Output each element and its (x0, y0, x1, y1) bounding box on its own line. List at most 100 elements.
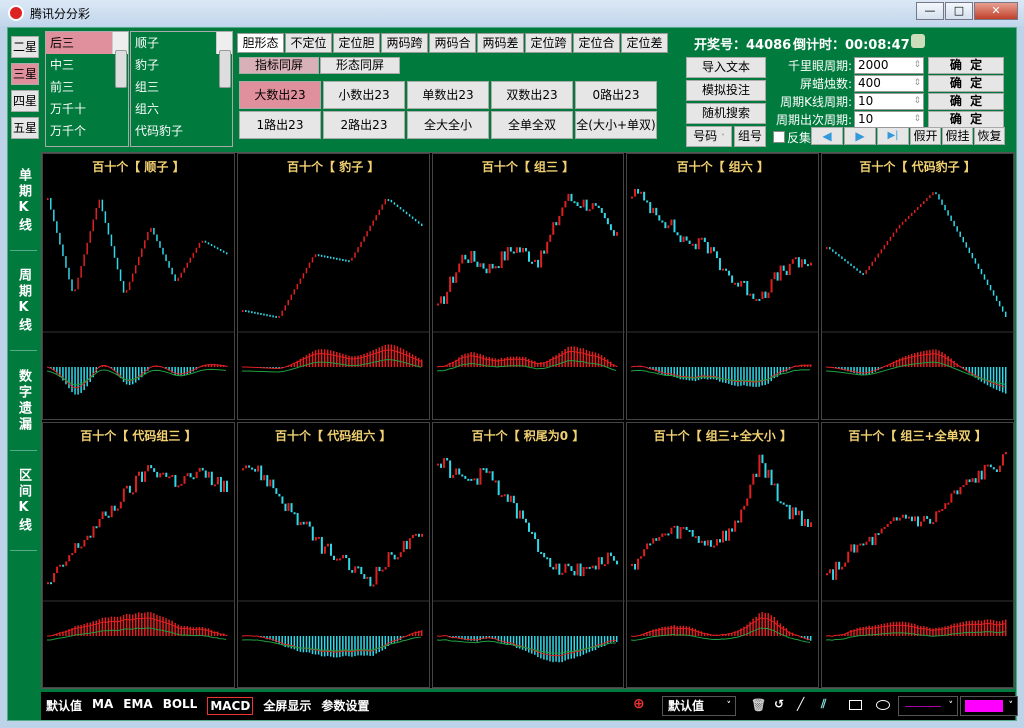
indicator-option[interactable]: MACD (207, 697, 254, 715)
pattern-item[interactable]: 组三 (135, 80, 160, 94)
reverse-checkbox[interactable] (773, 131, 785, 143)
random-search-button[interactable]: 随机搜索 (686, 103, 766, 124)
next-button[interactable]: ▶ (844, 127, 876, 145)
group-number-button[interactable]: 组号 (734, 126, 766, 147)
number-dropdown[interactable]: 号码 ˅ (686, 126, 732, 147)
tab[interactable]: 定位差 (621, 33, 668, 53)
tab[interactable]: 两码差 (477, 33, 524, 53)
restore-button[interactable]: 恢复 (974, 127, 1005, 145)
zoom-icon[interactable]: ⊕ (633, 696, 645, 712)
param-input[interactable]: 2000 ⇕ (854, 57, 924, 74)
confirm-button[interactable]: 确 定 (928, 57, 1004, 74)
scrollbar[interactable] (216, 32, 232, 88)
fake-open-button[interactable]: 假开 (910, 127, 941, 145)
clock-icon[interactable] (911, 34, 925, 48)
import-text-button[interactable]: 导入文本 (686, 57, 766, 78)
pattern-list[interactable]: 顺子豹子组三组六代码豹子 (130, 31, 233, 147)
param-input[interactable]: 10 ⇕ (854, 93, 924, 110)
chart-panel[interactable]: 百十个【 顺子 】 (42, 153, 235, 420)
filter-button[interactable]: 0路出23 (575, 81, 657, 109)
position-list[interactable]: 后三中三前三万千十万千个 (45, 31, 129, 147)
pattern-item[interactable]: 组六 (135, 102, 160, 116)
scrollbar[interactable] (112, 32, 128, 88)
position-item[interactable]: 万千十 (50, 102, 87, 116)
tab[interactable]: 两码合 (429, 33, 476, 53)
maximize-button[interactable]: □ (945, 2, 973, 20)
pattern-item[interactable]: 顺子 (135, 36, 160, 50)
spinner-icon[interactable]: ⇕ (913, 96, 921, 106)
confirm-button[interactable]: 确 定 (928, 75, 1004, 92)
filter-button[interactable]: 双数出23 (491, 81, 573, 109)
chart-panel[interactable]: 百十个【 组三+全大小 】 (626, 421, 820, 688)
prev-button[interactable]: ◀ (811, 127, 843, 145)
indicator-option[interactable]: 参数设置 (321, 699, 370, 713)
chart-panel[interactable]: 百十个【 组三 】 (431, 153, 625, 420)
star-button[interactable]: 四星 (11, 90, 39, 112)
chart-panel[interactable]: 百十个【 代码组六 】 (236, 421, 430, 688)
ellipse-tool-icon[interactable] (876, 700, 890, 710)
tab[interactable]: 胆形态 (237, 33, 284, 53)
position-item[interactable]: 前三 (50, 80, 75, 94)
end-button[interactable]: ▶| (877, 127, 909, 145)
filter-button[interactable]: 全单全双 (491, 111, 573, 139)
filter-button[interactable]: 1路出23 (239, 111, 321, 139)
indicator-option[interactable]: 默认值 (46, 699, 83, 713)
fake-hang-button[interactable]: 假挂 (942, 127, 973, 145)
filter-button[interactable]: 小数出23 (323, 81, 405, 109)
tab[interactable]: 定位跨 (525, 33, 572, 53)
pattern-item[interactable]: 代码豹子 (135, 124, 184, 138)
line-tool-icon[interactable]: ╱ (797, 697, 805, 711)
parallel-line-tool-icon[interactable]: ⫽ (821, 697, 827, 711)
spinner-icon[interactable]: ⇕ (913, 114, 921, 124)
tab[interactable]: 定位合 (573, 33, 620, 53)
rectangle-tool-icon[interactable] (849, 700, 862, 710)
indicator-option[interactable]: 全屏显示 (263, 699, 312, 713)
chart-panel[interactable]: 百十个【 组六 】 (626, 153, 820, 420)
line-style-select[interactable]: ˅ (898, 696, 958, 716)
color-select[interactable]: ˅ (960, 696, 1018, 716)
filter-button[interactable]: 2路出23 (323, 111, 405, 139)
simulate-bet-button[interactable]: 模拟投注 (686, 80, 766, 101)
undo-icon[interactable]: ↺ (774, 697, 785, 711)
indicator-option[interactable]: BOLL (162, 697, 198, 711)
indicator-option[interactable]: MA (92, 697, 114, 711)
side-tab[interactable]: 数字遗漏 (10, 351, 37, 451)
side-tab[interactable]: 单期K线 (10, 151, 37, 251)
tab[interactable]: 不定位 (285, 33, 332, 53)
indicator-option[interactable]: EMA (123, 697, 153, 711)
trash-icon[interactable]: 🗑 (751, 698, 767, 712)
tab[interactable]: 两码跨 (381, 33, 428, 53)
filter-button[interactable]: 单数出23 (407, 81, 489, 109)
star-button[interactable]: 三星 (11, 63, 39, 85)
subtab[interactable]: 指标同屏 (239, 57, 319, 74)
candle (329, 256, 332, 259)
star-button[interactable]: 五星 (11, 117, 39, 139)
chart-panel[interactable]: 百十个【 豹子 】 (236, 153, 430, 420)
tab[interactable]: 定位胆 (333, 33, 380, 53)
chart-panel[interactable]: 百十个【 代码豹子 】 (821, 153, 1015, 420)
confirm-button[interactable]: 确 定 (928, 93, 1004, 110)
param-input[interactable]: 10 ⇕ (854, 111, 924, 128)
side-tab[interactable]: 周期K线 (10, 251, 37, 351)
chart-panel[interactable]: 百十个【 积尾为0 】 (431, 421, 625, 688)
position-item[interactable]: 中三 (50, 58, 75, 72)
spinner-icon[interactable]: ⇕ (913, 60, 921, 70)
position-item[interactable]: 万千个 (50, 124, 87, 138)
star-button[interactable]: 二星 (11, 36, 39, 58)
filter-button[interactable]: 全大全小 (407, 111, 489, 139)
position-item[interactable]: 后三 (46, 32, 113, 54)
filter-button[interactable]: 全(大小+单双) (575, 111, 657, 139)
filter-button[interactable]: 大数出23 (239, 81, 321, 109)
pattern-item[interactable]: 豹子 (135, 58, 160, 72)
confirm-button[interactable]: 确 定 (928, 111, 1004, 128)
chart-panel[interactable]: 百十个【 组三+全单双 】 (821, 421, 1015, 688)
subtab[interactable]: 形态同屏 (320, 57, 400, 74)
chart-panel[interactable]: 百十个【 代码组三 】 (42, 421, 235, 688)
spinner-icon[interactable]: ⇕ (913, 78, 921, 88)
candle (640, 555, 643, 559)
side-tab[interactable]: 区间K线 (10, 451, 37, 551)
close-button[interactable]: ✕ (974, 2, 1018, 20)
minimize-button[interactable]: — (916, 2, 944, 20)
indicator-select[interactable]: 默认值 ˅ (662, 696, 736, 716)
param-input[interactable]: 400 ⇕ (854, 75, 924, 92)
